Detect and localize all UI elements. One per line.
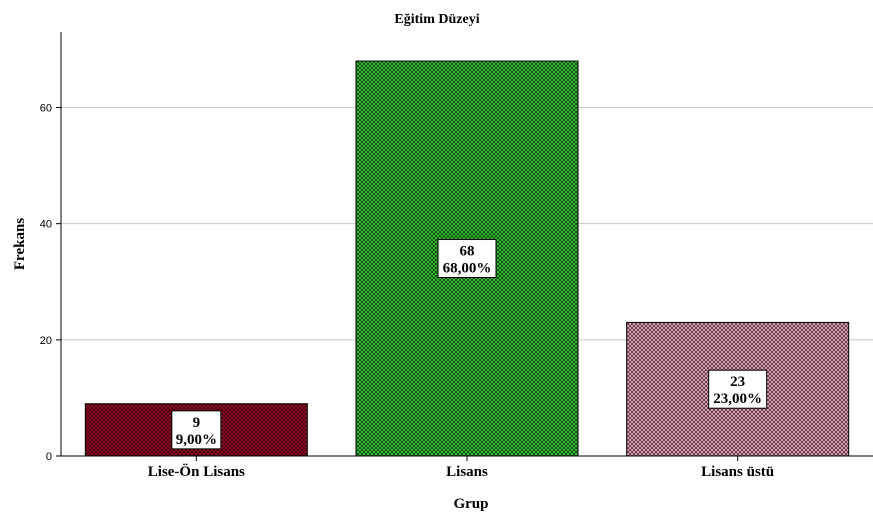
x-category-label: Lisans üstü xyxy=(701,464,774,480)
data-label-count: 68 xyxy=(460,244,475,260)
y-tick-label: 40 xyxy=(40,219,52,231)
x-axis-categories: Lise-Ön Lisans Lisans Lisans üstü xyxy=(148,456,774,480)
y-axis-label: Frekans xyxy=(12,218,28,270)
data-label-percent: 9,00% xyxy=(176,432,217,448)
y-axis-ticks: 0 20 40 60 xyxy=(40,103,61,463)
data-label-box xyxy=(437,239,497,279)
x-category-label: Lisans xyxy=(446,464,488,480)
data-label-count: 23 xyxy=(730,374,745,390)
data-label-box xyxy=(171,410,222,450)
data-label-box xyxy=(708,369,768,409)
data-label-percent: 23,00% xyxy=(713,391,762,407)
data-label-percent: 68,00% xyxy=(443,261,492,277)
y-tick-label: 60 xyxy=(40,103,52,115)
x-category-label: Lise-Ön Lisans xyxy=(148,463,245,480)
y-tick-label: 0 xyxy=(46,451,52,463)
y-tick-label: 20 xyxy=(40,335,52,347)
x-axis-label: Grup xyxy=(453,496,488,512)
data-label-count: 9 xyxy=(193,415,201,431)
chart-title: Eğitim Düzeyi xyxy=(394,12,479,27)
